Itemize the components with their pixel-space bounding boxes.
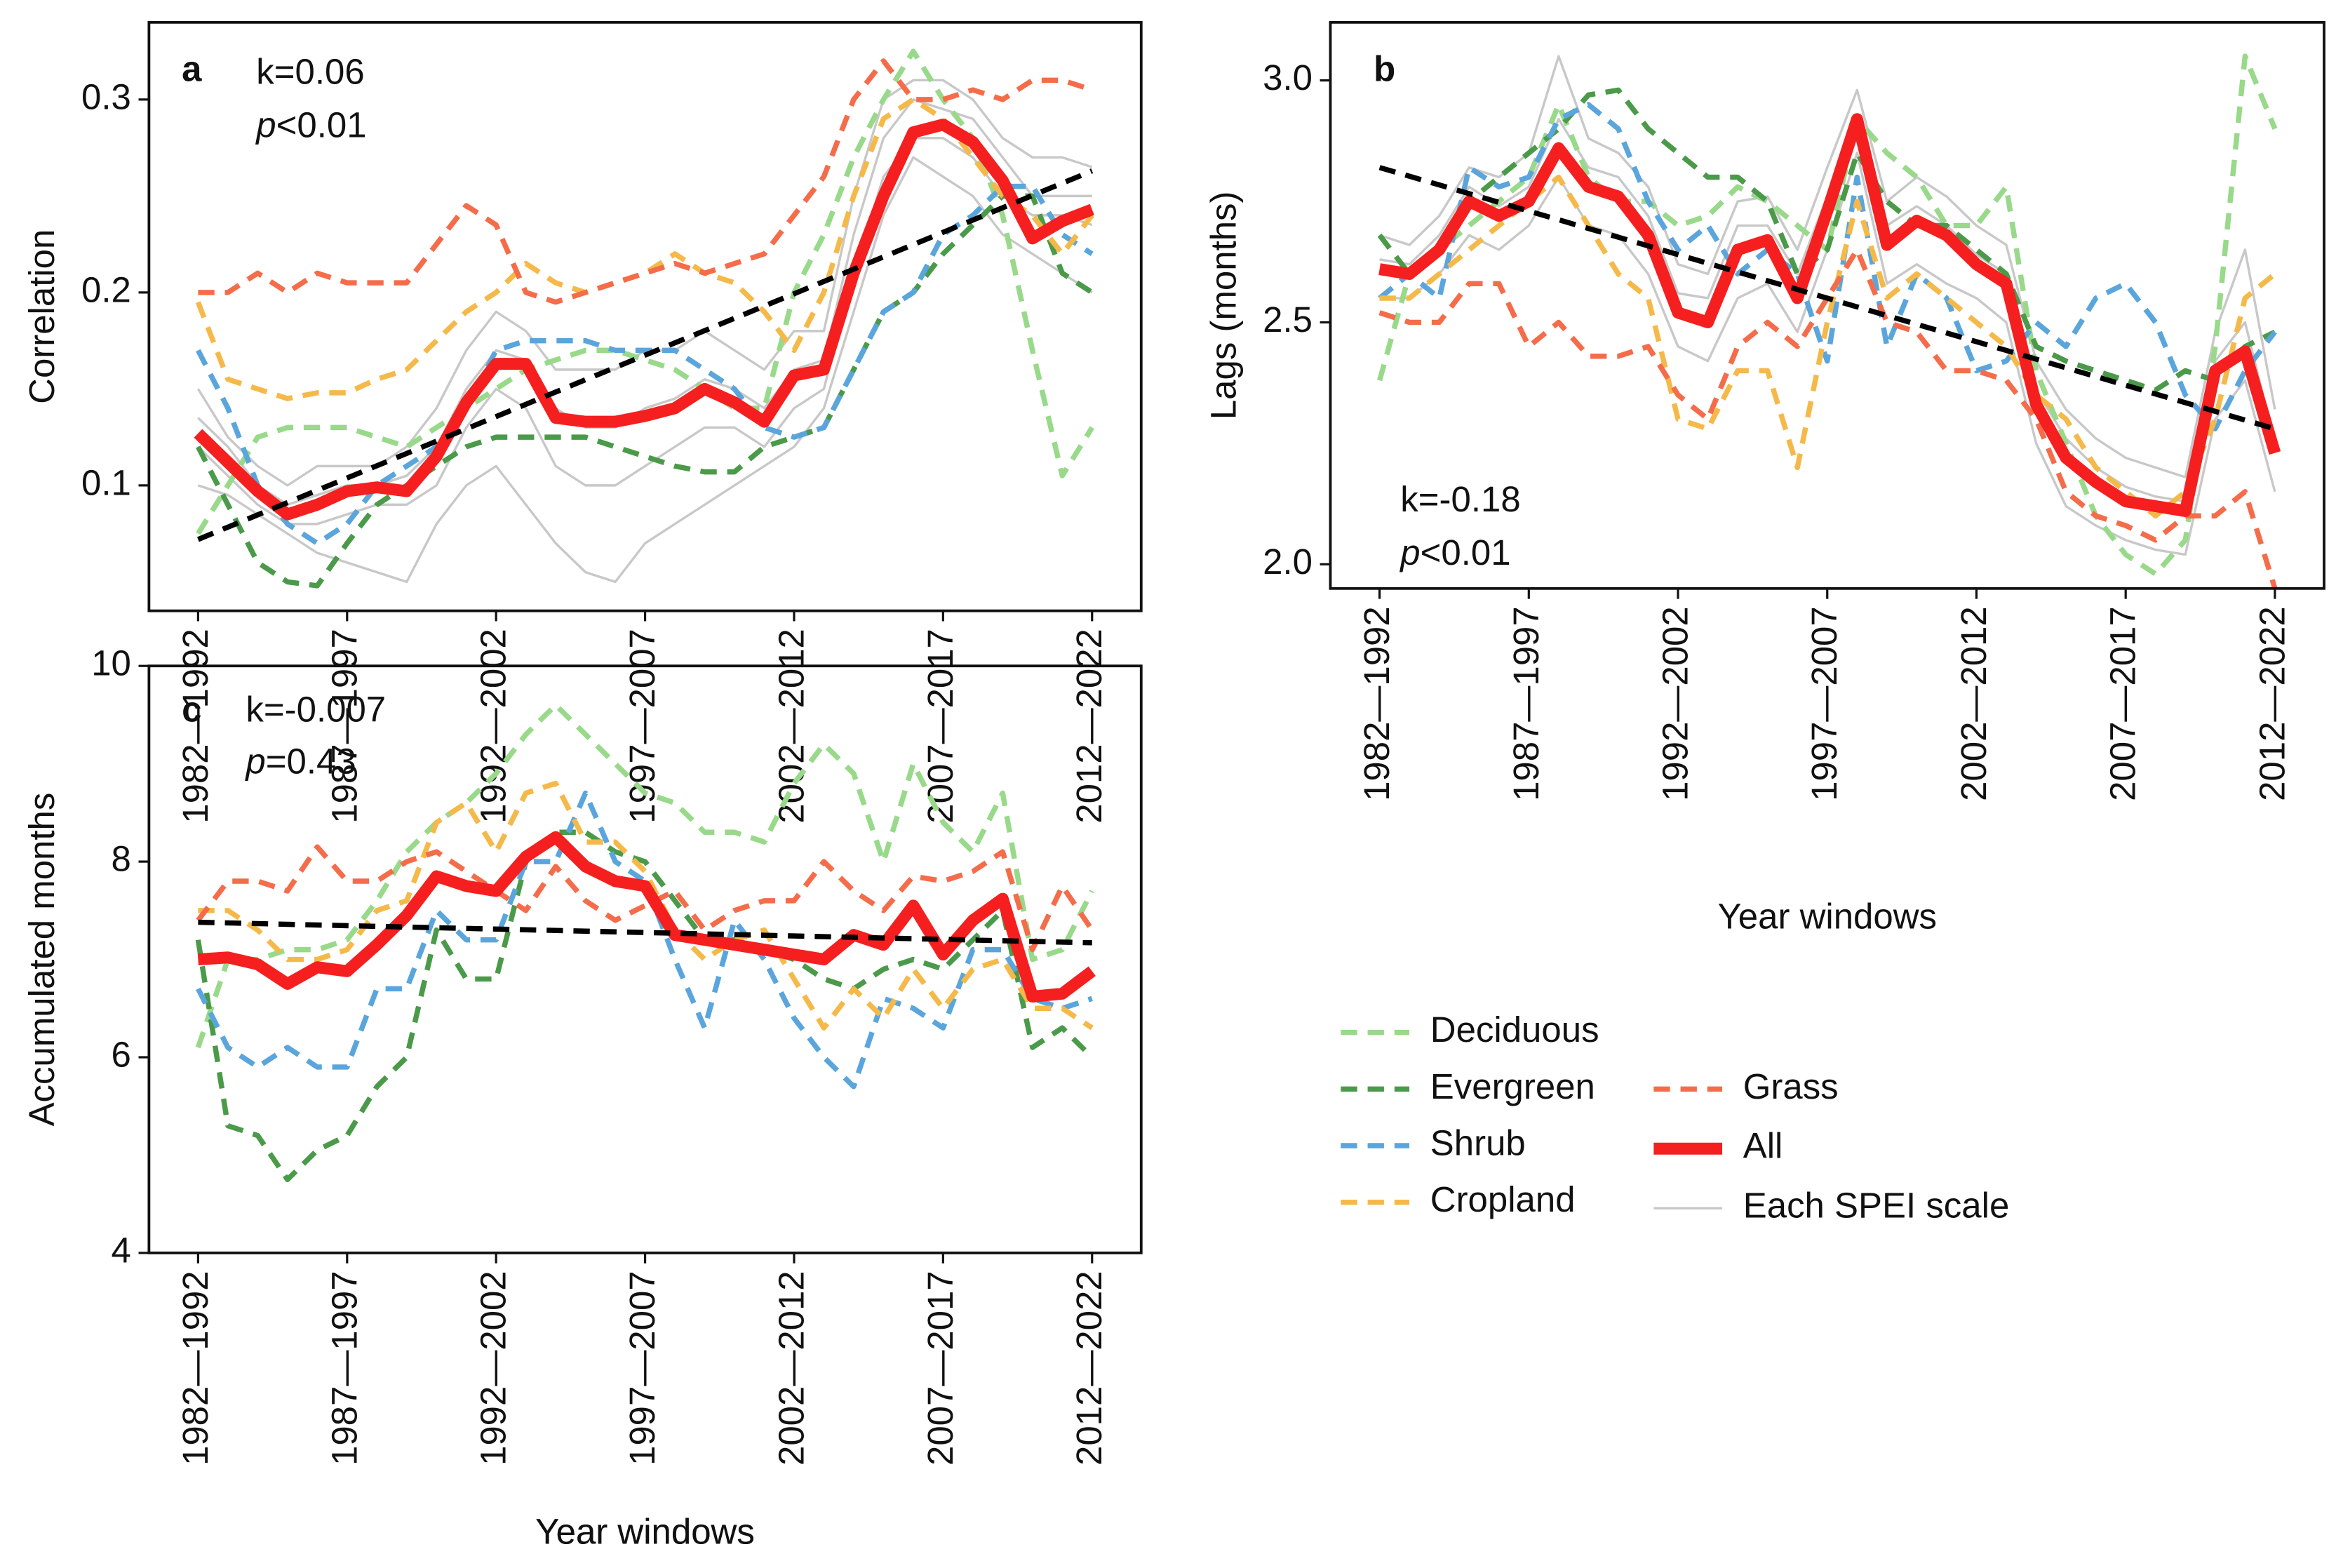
- x-tick-label: 1997—2007: [1804, 606, 1844, 801]
- y-tick-label: 2.0: [1263, 542, 1313, 582]
- y-tick-label: 3.0: [1263, 58, 1313, 98]
- series-line: [195, 702, 1095, 1049]
- spei-line: [197, 156, 1093, 584]
- x-tick-label: 1992—2002: [1656, 606, 1696, 801]
- all-line: [194, 119, 1094, 521]
- series-line: [196, 183, 1094, 547]
- x-axis-label: Year windows: [535, 1512, 755, 1552]
- x-tick-label: 2007—2017: [920, 1271, 960, 1466]
- y-tick-label: 0.3: [81, 76, 131, 116]
- x-tick-label: 2002—2012: [1954, 606, 1994, 801]
- series-line: [196, 193, 1094, 589]
- y-axis-label: Lags (months): [1203, 191, 1243, 420]
- trend-line: [1378, 165, 2276, 431]
- x-tick-label: 1982—1992: [1357, 606, 1397, 801]
- legend-label: Grass: [1743, 1066, 1839, 1106]
- x-tick-label: 1987—1997: [324, 1271, 364, 1466]
- series-line: [1378, 247, 2278, 589]
- p-annotation: p<0.01: [1399, 533, 1510, 573]
- y-tick-label: 0.1: [81, 462, 131, 502]
- p-annotation: p=0.43: [244, 742, 356, 782]
- spei-line: [197, 137, 1093, 525]
- k-annotation: k=0.06: [256, 52, 364, 92]
- y-tick-label: 6: [112, 1034, 131, 1074]
- x-tick-label: 2002—2012: [771, 629, 811, 824]
- legend-label: Deciduous: [1430, 1010, 1599, 1050]
- x-tick-label: 1982—1992: [175, 1271, 215, 1466]
- series-line: [196, 790, 1093, 1090]
- x-tick-label: 1992—2002: [474, 629, 513, 824]
- k-annotation: k=-0.007: [246, 690, 386, 730]
- series-line: [1377, 87, 2276, 393]
- plot-frame: [147, 664, 1143, 1254]
- x-tick-label: 2007—2017: [920, 629, 960, 824]
- plot-frame: [1329, 20, 2325, 590]
- trend-line: [198, 919, 1092, 946]
- panel-letter: a: [182, 48, 202, 88]
- x-tick-label: 2007—2017: [2103, 606, 2143, 801]
- legend-label: Shrub: [1430, 1123, 1526, 1162]
- x-tick-label: 1987—1997: [1506, 606, 1546, 801]
- x-axis-label: Year windows: [1717, 897, 1937, 937]
- series-line: [198, 58, 1093, 305]
- all-line: [197, 831, 1096, 1003]
- x-tick-label: 2012—2022: [2252, 606, 2292, 801]
- x-tick-label: 1992—2002: [474, 1271, 513, 1466]
- y-axis-label: Correlation: [22, 229, 62, 404]
- x-tick-label: 1997—2007: [622, 1271, 662, 1466]
- x-axis-label: Year windows: [535, 1512, 755, 1552]
- x-tick-label: 2012—2022: [1069, 629, 1109, 824]
- y-tick-label: 4: [112, 1230, 131, 1270]
- y-tick-label: 0.2: [81, 269, 131, 309]
- plot-frame: [147, 20, 1143, 612]
- x-tick-label: 1982—1992: [175, 629, 215, 824]
- series-line: [198, 780, 1094, 1031]
- legend-label: All: [1743, 1126, 1783, 1166]
- y-axis-label: Accumulated months: [22, 793, 62, 1127]
- x-tick-label: 1987—1997: [324, 629, 364, 824]
- x-tick-label: 2002—2012: [771, 1271, 811, 1466]
- legend-label: Evergreen: [1430, 1066, 1595, 1106]
- y-tick-label: 2.5: [1263, 300, 1313, 340]
- k-annotation: k=-0.18: [1400, 479, 1520, 519]
- legend-label: Cropland: [1430, 1179, 1576, 1219]
- x-tick-label: 2012—2022: [1069, 1271, 1109, 1466]
- panel-letter: c: [182, 690, 201, 730]
- all-line: [1378, 113, 2281, 517]
- y-tick-label: 8: [112, 839, 131, 879]
- legend-label: Each SPEI scale: [1743, 1186, 2010, 1226]
- y-tick-label: 10: [91, 643, 131, 683]
- x-tick-label: 1997—2007: [622, 629, 662, 824]
- trend-line: [196, 168, 1094, 542]
- series-line: [1378, 102, 2277, 431]
- panel-letter: b: [1374, 48, 1395, 88]
- series-line: [196, 48, 1094, 535]
- p-annotation: p<0.01: [255, 105, 366, 145]
- series-line: [195, 829, 1094, 1183]
